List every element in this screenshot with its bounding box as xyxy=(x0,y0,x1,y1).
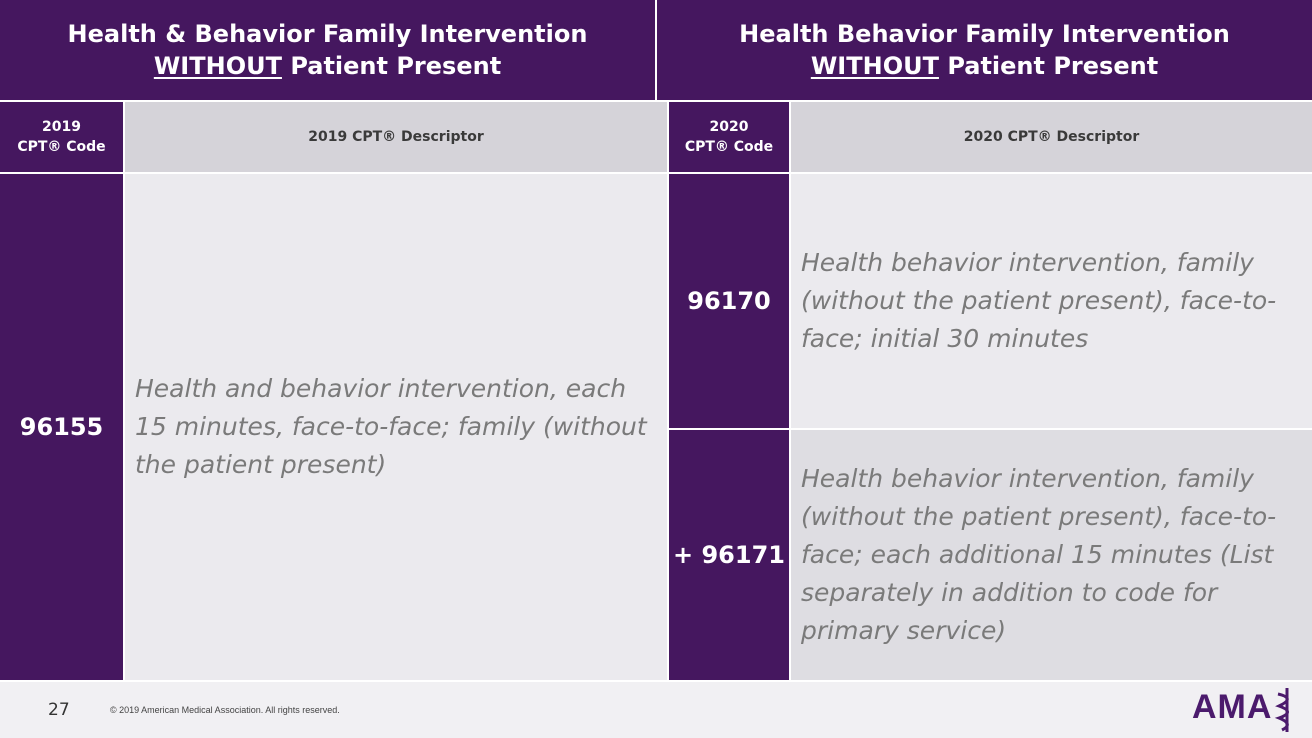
left-header-rest: Patient Present xyxy=(290,52,502,80)
logo-symbol xyxy=(1274,688,1289,732)
left-header: Health & Behavior Family Intervention WI… xyxy=(0,0,655,100)
left-header-emphasis: WITHOUT xyxy=(153,52,282,80)
column-header: 2019 CPT® Code xyxy=(0,102,123,172)
column-header: 2019 CPT® Descriptor xyxy=(125,102,667,172)
old-code: 96155 xyxy=(0,174,123,680)
column-header: 2020 CPT® Code xyxy=(669,102,789,172)
logo-snake xyxy=(1274,692,1289,732)
right-header-line2: WITHOUT Patient Present xyxy=(811,50,1158,82)
right-header-rest: Patient Present xyxy=(947,52,1159,80)
right-header-emphasis: WITHOUT xyxy=(810,52,939,80)
right-header-title: Health Behavior Family Intervention xyxy=(739,20,1230,48)
right-header: Health Behavior Family Intervention WITH… xyxy=(657,0,1312,100)
column-header: 2020 CPT® Descriptor xyxy=(791,102,1312,172)
new-code: 96170 xyxy=(669,174,789,428)
new-descriptor: Health behavior intervention, family (wi… xyxy=(791,430,1312,680)
new-code: + 96171 xyxy=(669,430,789,680)
copyright: © 2019 American Medical Association. All… xyxy=(110,705,340,715)
new-descriptor: Health behavior intervention, family (wi… xyxy=(791,174,1312,428)
logo-text: AMA xyxy=(1192,688,1273,726)
old-descriptor: Health and behavior intervention, each 1… xyxy=(125,174,667,680)
page-number: 27 xyxy=(48,700,70,720)
left-header-title: Health & Behavior Family Intervention xyxy=(67,20,588,48)
left-header-line2: WITHOUT Patient Present xyxy=(154,50,501,82)
footer: 27 © 2019 American Medical Association. … xyxy=(0,682,1312,738)
